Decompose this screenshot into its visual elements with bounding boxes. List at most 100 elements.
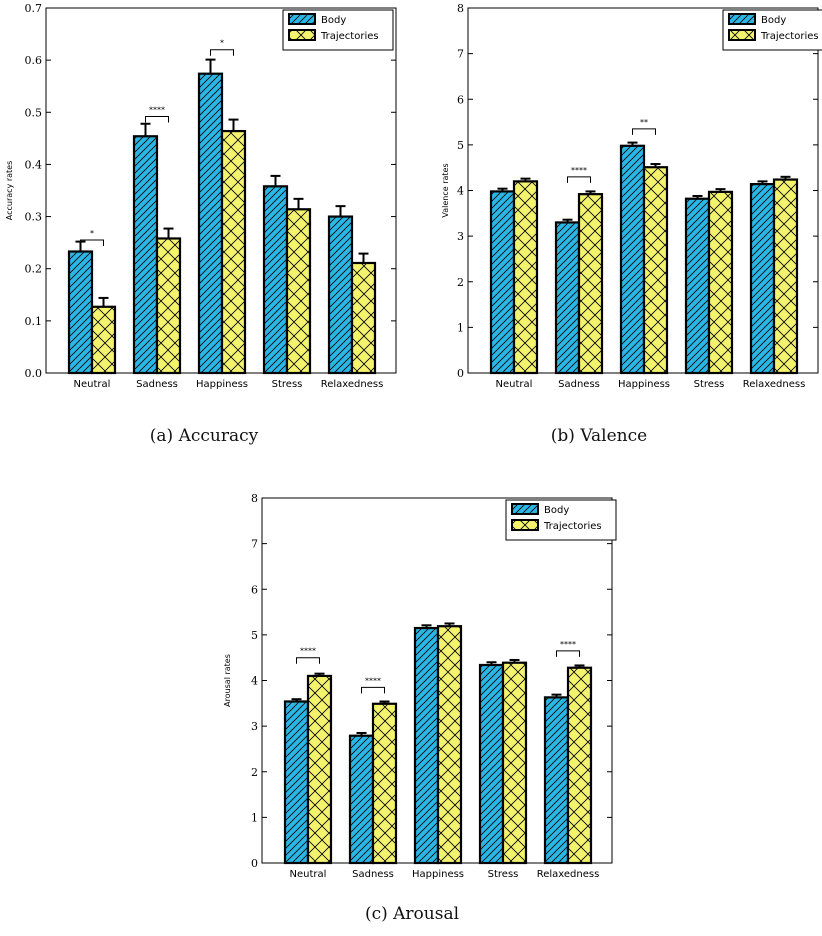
caption-valence: (b) Valence (550, 426, 648, 446)
legend-label-trajectories: Trajectories (760, 31, 819, 42)
y-tick-label: 7 (457, 48, 464, 61)
bar-hatch-body-sadness (134, 136, 157, 373)
bar-hatch-body-sadness (350, 735, 373, 863)
significance-label: ** (640, 118, 648, 127)
x-tick-label: Happiness (618, 379, 670, 390)
legend-label-body: Body (544, 505, 569, 516)
significance-label: **** (571, 166, 587, 175)
significance-bracket (80, 239, 104, 247)
bar-hatch-body-neutral (69, 251, 92, 373)
significance-label: **** (149, 105, 165, 114)
x-tick-label: Sadness (352, 869, 394, 880)
y-tick-label: 0.3 (25, 211, 43, 224)
bar-hatch-trajectories-relaxedness (352, 262, 375, 373)
y-tick-label: 0 (251, 857, 258, 870)
significance-bracket (145, 115, 169, 123)
x-tick-label: Happiness (412, 869, 464, 880)
bar-hatch-body-stress (480, 664, 503, 863)
bar-hatch-trajectories-stress (709, 191, 732, 373)
legend-label-trajectories: Trajectories (543, 521, 602, 532)
y-tick-label: 0.4 (25, 158, 43, 171)
legend-swatch-hatch-trajectories (512, 520, 538, 530)
bar-hatch-trajectories-sadness (157, 238, 180, 373)
plot-frame (45, 7, 397, 374)
y-tick-label: 6 (457, 93, 464, 106)
bar-hatch-trajectories-neutral (92, 306, 115, 373)
x-tick-label: Sadness (136, 379, 178, 390)
legend-label-body: Body (321, 15, 346, 26)
bar-hatch-body-relaxedness (751, 184, 774, 373)
bar-hatch-trajectories-neutral (308, 675, 331, 863)
bar-hatch-body-happiness (199, 73, 222, 373)
bar-hatch-trajectories-relaxedness (568, 667, 591, 863)
significance-label: * (220, 39, 224, 48)
y-tick-label: 4 (457, 185, 464, 198)
x-tick-label: Happiness (196, 379, 248, 390)
x-tick-label: Relaxedness (321, 379, 384, 390)
legend-swatch-hatch-trajectories (289, 30, 315, 40)
x-tick-label: Neutral (290, 869, 327, 880)
significance-bracket (210, 49, 234, 56)
y-tick-label: 0.7 (25, 2, 43, 15)
significance-bracket (632, 128, 656, 135)
y-tick-label: 6 (251, 583, 258, 596)
bar-hatch-trajectories-relaxedness (774, 179, 797, 373)
significance-label: **** (300, 647, 316, 656)
y-axis-label: Accuracy rates (5, 161, 14, 220)
y-tick-label: 3 (457, 230, 464, 243)
chart-accuracy: 0.0 0.1 0.2 0.3 0.4 0.5 0.6 0.7 Neutral Sadness Ha… (5, 2, 397, 390)
significance-label: **** (365, 676, 381, 685)
y-tick-label: 3 (251, 720, 258, 733)
bar-hatch-trajectories-stress (287, 209, 310, 373)
y-tick-label: 5 (251, 629, 258, 642)
significance-bracket (567, 176, 591, 183)
y-tick-label: 1 (251, 811, 258, 824)
y-axis-label: Valence rates (441, 163, 450, 217)
y-tick-label: 7 (251, 538, 258, 551)
chart-arousal: 0 1 2 3 4 5 6 7 8 Neutral Sadness Happiness Stress Re… (223, 492, 617, 880)
y-tick-label: 8 (457, 2, 464, 15)
chart-valence: 0 1 2 3 4 5 6 7 8 Neutral Sadness Happiness Stress Re… (441, 2, 822, 390)
y-tick-label: 1 (457, 321, 464, 334)
x-tick-label: Sadness (558, 379, 600, 390)
y-tick-label: 0.1 (25, 315, 43, 328)
bar-hatch-trajectories-sadness (373, 703, 396, 863)
legend-swatch-hatch-body (289, 14, 315, 24)
bar-hatch-body-relaxedness (545, 697, 568, 863)
y-axis-label: Arousal rates (223, 654, 232, 707)
y-tick-label: 4 (251, 675, 258, 688)
y-tick-label: 2 (251, 766, 258, 779)
legend: Body Trajectories (505, 499, 617, 541)
bar-hatch-trajectories-sadness (579, 194, 602, 373)
y-tick-label: 0.5 (25, 106, 43, 119)
significance-bracket (361, 686, 385, 694)
x-tick-label: Neutral (496, 379, 533, 390)
bar-hatch-trajectories-happiness (644, 167, 667, 373)
bar-hatch-body-happiness (415, 628, 438, 863)
x-tick-label: Relaxedness (537, 869, 600, 880)
bar-hatch-body-neutral (285, 701, 308, 863)
legend-swatch-hatch-body (729, 14, 755, 24)
legend: Body Trajectories (722, 9, 822, 51)
bar-hatch-body-neutral (491, 191, 514, 373)
y-tick-label: 0 (457, 367, 464, 380)
legend-label-body: Body (761, 15, 786, 26)
bar-hatch-body-sadness (556, 222, 579, 373)
legend: Body Trajectories (282, 9, 394, 51)
caption-accuracy: (a) Accuracy (149, 426, 259, 446)
bar-hatch-trajectories-stress (503, 662, 526, 863)
caption-arousal: (c) Arousal (364, 904, 460, 924)
bar-hatch-trajectories-neutral (514, 181, 537, 373)
bar-hatch-body-happiness (621, 145, 644, 373)
y-tick-label: 8 (251, 492, 258, 505)
y-tick-label: 0.2 (25, 263, 43, 276)
x-tick-label: Stress (488, 869, 519, 880)
significance-bracket (556, 650, 580, 657)
bar-hatch-body-stress (686, 198, 709, 373)
significance-bracket (296, 657, 320, 664)
bar-hatch-trajectories-happiness (438, 626, 461, 863)
y-tick-label: 5 (457, 139, 464, 152)
y-tick-label: 0.6 (25, 54, 43, 67)
bar-hatch-trajectories-happiness (222, 131, 245, 373)
